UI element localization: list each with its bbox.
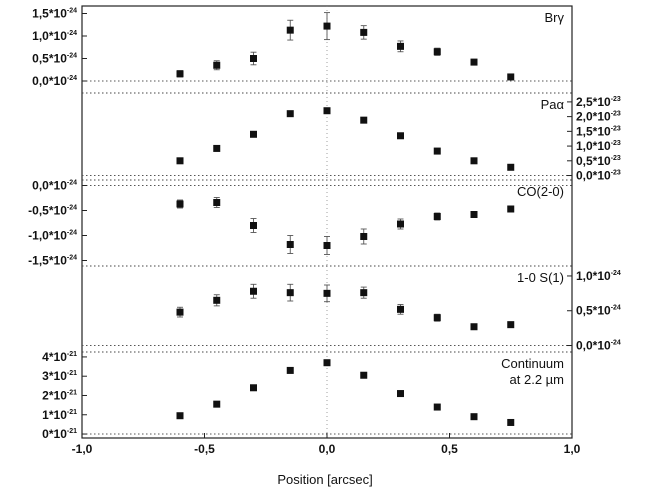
- data-point: [470, 413, 478, 421]
- chart-panels: 0,0*10-240,5*10-241,0*10-241,5*10-24 Brγ0…: [28, 6, 621, 441]
- data-point: [397, 305, 404, 313]
- panel-2: 0,0*10-230,5*10-231,0*10-231,5*10-232,0*…: [82, 92, 621, 183]
- data-point: [360, 116, 368, 124]
- y-tick-label: 3*10-21: [42, 369, 77, 383]
- y-tick-label: 0,0*10-24: [576, 339, 621, 353]
- data-point: [470, 157, 478, 165]
- y-tick-label: 0*10-21: [42, 427, 77, 441]
- y-tick-label: 0,5*10-24: [32, 52, 77, 66]
- data-point: [323, 107, 331, 115]
- data-point: [360, 289, 368, 297]
- x-axis-label: Position [arcsec]: [277, 472, 372, 487]
- panel-1: 0,0*10-24 0,5*10-24 1,0*10-24 1,5*10-24 Brγ: [32, 6, 572, 93]
- data-point: [323, 242, 331, 249]
- data-point: [176, 157, 184, 165]
- data-point: [507, 163, 515, 171]
- data-point: [213, 296, 221, 304]
- data-point: [176, 308, 184, 316]
- data-point: [176, 412, 184, 420]
- data-point: [360, 371, 368, 379]
- y-tick-label: 2,0*10-23: [576, 110, 621, 124]
- panel-4: 0,0*10-24 0,5*10-24 1,0*10-24 1-0 S(1): [82, 265, 621, 353]
- y-tick-label: -1,5*10-24: [28, 254, 77, 268]
- data-point: [213, 400, 221, 408]
- x-axis: -1,0 -0,5 0,0 0,5 1,0: [72, 433, 581, 456]
- data-point: [397, 42, 404, 50]
- y-tick-label: -0,5*10-24: [28, 204, 77, 218]
- y-tick-label: 1,0*10-24: [576, 269, 621, 283]
- data-point: [286, 366, 294, 374]
- data-point: [433, 213, 441, 220]
- y-tick-label: 0,5*10-23: [576, 154, 621, 168]
- data-point: [470, 211, 478, 218]
- panel-label: CO(2-0): [517, 184, 564, 199]
- data-point: [397, 390, 404, 398]
- data-point: [250, 384, 257, 392]
- data-point: [176, 70, 184, 78]
- data-point: [433, 48, 441, 56]
- y-tick-label: 2*10-21: [42, 388, 77, 402]
- data-point: [397, 220, 404, 228]
- data-point: [470, 58, 478, 66]
- data-point: [360, 28, 368, 36]
- y-tick-label: 1,0*10-23: [576, 139, 621, 153]
- panel-label: 1-0 S(1): [517, 270, 564, 285]
- data-point: [470, 323, 478, 331]
- y-tick-label: 1,5*10-23: [576, 124, 621, 138]
- data-point: [433, 314, 441, 322]
- y-tick-label: 2,5*10-23: [576, 95, 621, 109]
- data-point: [176, 200, 184, 208]
- data-point: [323, 289, 331, 297]
- data-point: [286, 110, 294, 118]
- data-point: [507, 321, 515, 329]
- data-point: [507, 73, 515, 81]
- data-point: [250, 130, 257, 138]
- data-point: [397, 132, 404, 140]
- data-point: [250, 222, 257, 229]
- data-point: [286, 289, 294, 297]
- data-point: [433, 403, 441, 411]
- data-point: [286, 26, 294, 34]
- y-tick-label: 0,5*10-24: [576, 304, 621, 318]
- data-point: [213, 199, 221, 206]
- panel-5: 0*10-21 1*10-21 2*10-21 3*10-21 4*10-21 Conti…: [42, 350, 572, 441]
- x-tick-label: 1,0: [564, 442, 581, 456]
- data-point: [213, 61, 221, 69]
- x-tick-label: -1,0: [72, 442, 93, 456]
- data-point: [507, 418, 515, 426]
- data-point: [323, 22, 331, 30]
- data-point: [433, 147, 441, 155]
- data-point: [250, 287, 257, 295]
- x-tick-label: 0,0: [319, 442, 336, 456]
- y-tick-label: -1,0*10-24: [28, 229, 77, 243]
- data-point: [360, 233, 368, 240]
- data-point: [286, 241, 294, 248]
- y-tick-label: 0,0*10-24: [32, 74, 77, 88]
- data-point: [323, 359, 331, 367]
- y-tick-label: 1,0*10-24: [32, 29, 77, 43]
- panel-label: Brγ: [545, 10, 565, 25]
- data-point: [507, 205, 515, 213]
- y-tick-label: 1,5*10-24: [32, 7, 77, 21]
- x-tick-label: -0,5: [194, 442, 215, 456]
- panel-label: Paα: [541, 97, 565, 112]
- y-tick-label: 0,0*10-23: [576, 169, 621, 183]
- x-tick-label: 0,5: [441, 442, 458, 456]
- y-tick-label: 0,0*10-24: [32, 179, 77, 193]
- panel-3: 0,0*10-24 -0,5*10-24 -1,0*10-24 -1,5*10-24 C…: [28, 179, 572, 268]
- data-point: [213, 144, 221, 152]
- y-tick-label: 1*10-21: [42, 408, 77, 422]
- panel-label-2: at 2.2 µm: [510, 372, 564, 387]
- panel-label: Continuum: [501, 356, 564, 371]
- y-tick-label: 4*10-21: [42, 350, 77, 364]
- data-point: [250, 55, 257, 62]
